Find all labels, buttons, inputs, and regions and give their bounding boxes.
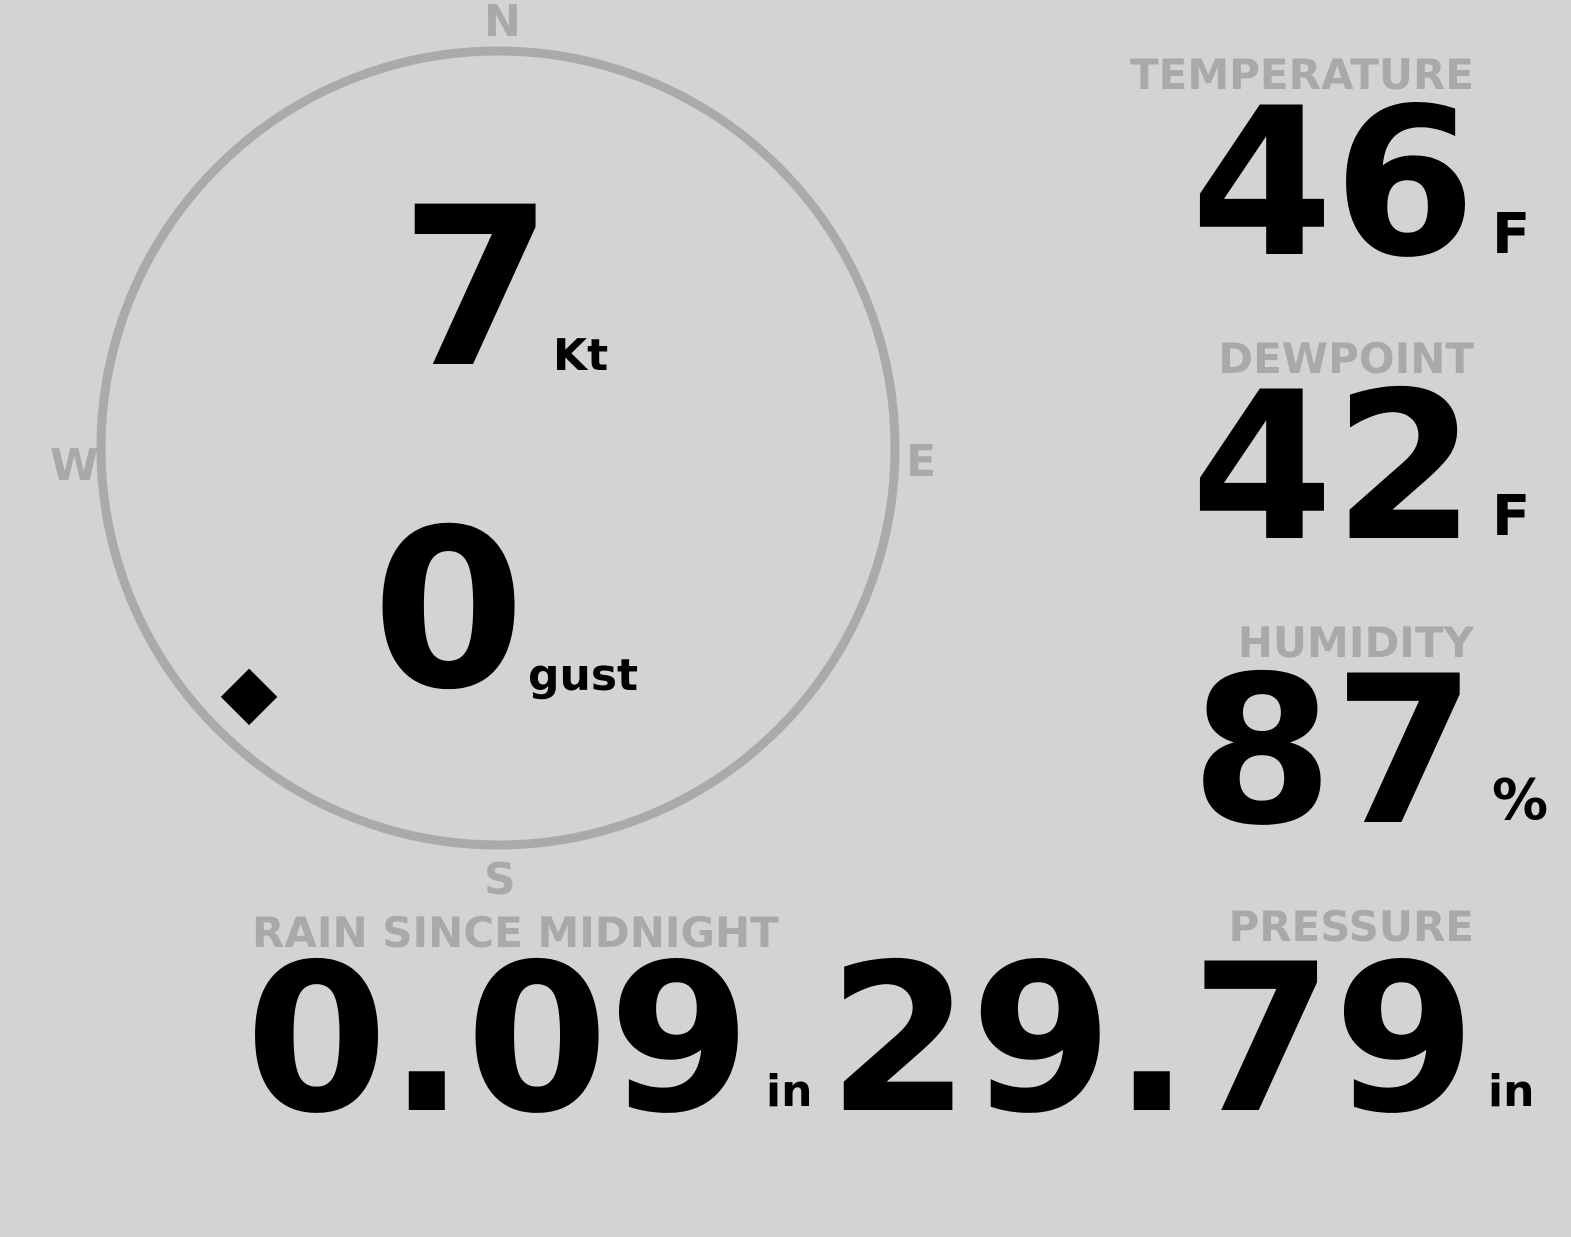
compass-east-label: E xyxy=(906,436,937,487)
compass-ring xyxy=(96,46,900,850)
dewpoint-unit: F xyxy=(1492,484,1531,549)
wind-direction-marker xyxy=(220,668,278,726)
wind-speed-unit: Kt xyxy=(553,330,609,381)
pressure-label: PRESSURE xyxy=(1228,902,1474,951)
pressure-unit: in xyxy=(1488,1066,1535,1117)
humidity-unit: % xyxy=(1492,768,1549,833)
wind-compass xyxy=(96,46,900,850)
wind-speed-value: 7 xyxy=(400,160,554,416)
compass-west-label: W xyxy=(50,440,99,491)
rain-label: RAIN SINCE MIDNIGHT xyxy=(252,908,779,957)
pressure-value: 29.79 xyxy=(827,921,1476,1159)
compass-north-label: N xyxy=(484,0,521,47)
temperature-value: 46 xyxy=(1190,65,1476,303)
rain-value: 0.09 xyxy=(245,921,751,1159)
humidity-value: 87 xyxy=(1190,633,1476,871)
dewpoint-label: DEWPOINT xyxy=(1218,334,1474,383)
temperature-unit: F xyxy=(1492,202,1531,267)
wind-gust-unit: gust xyxy=(528,650,639,701)
wind-gust-value: 0 xyxy=(372,482,526,738)
humidity-label: HUMIDITY xyxy=(1237,618,1474,667)
rain-unit: in xyxy=(766,1066,813,1117)
dewpoint-value: 42 xyxy=(1190,349,1476,587)
compass-south-label: S xyxy=(484,854,516,905)
temperature-label: TEMPERATURE xyxy=(1130,50,1474,99)
